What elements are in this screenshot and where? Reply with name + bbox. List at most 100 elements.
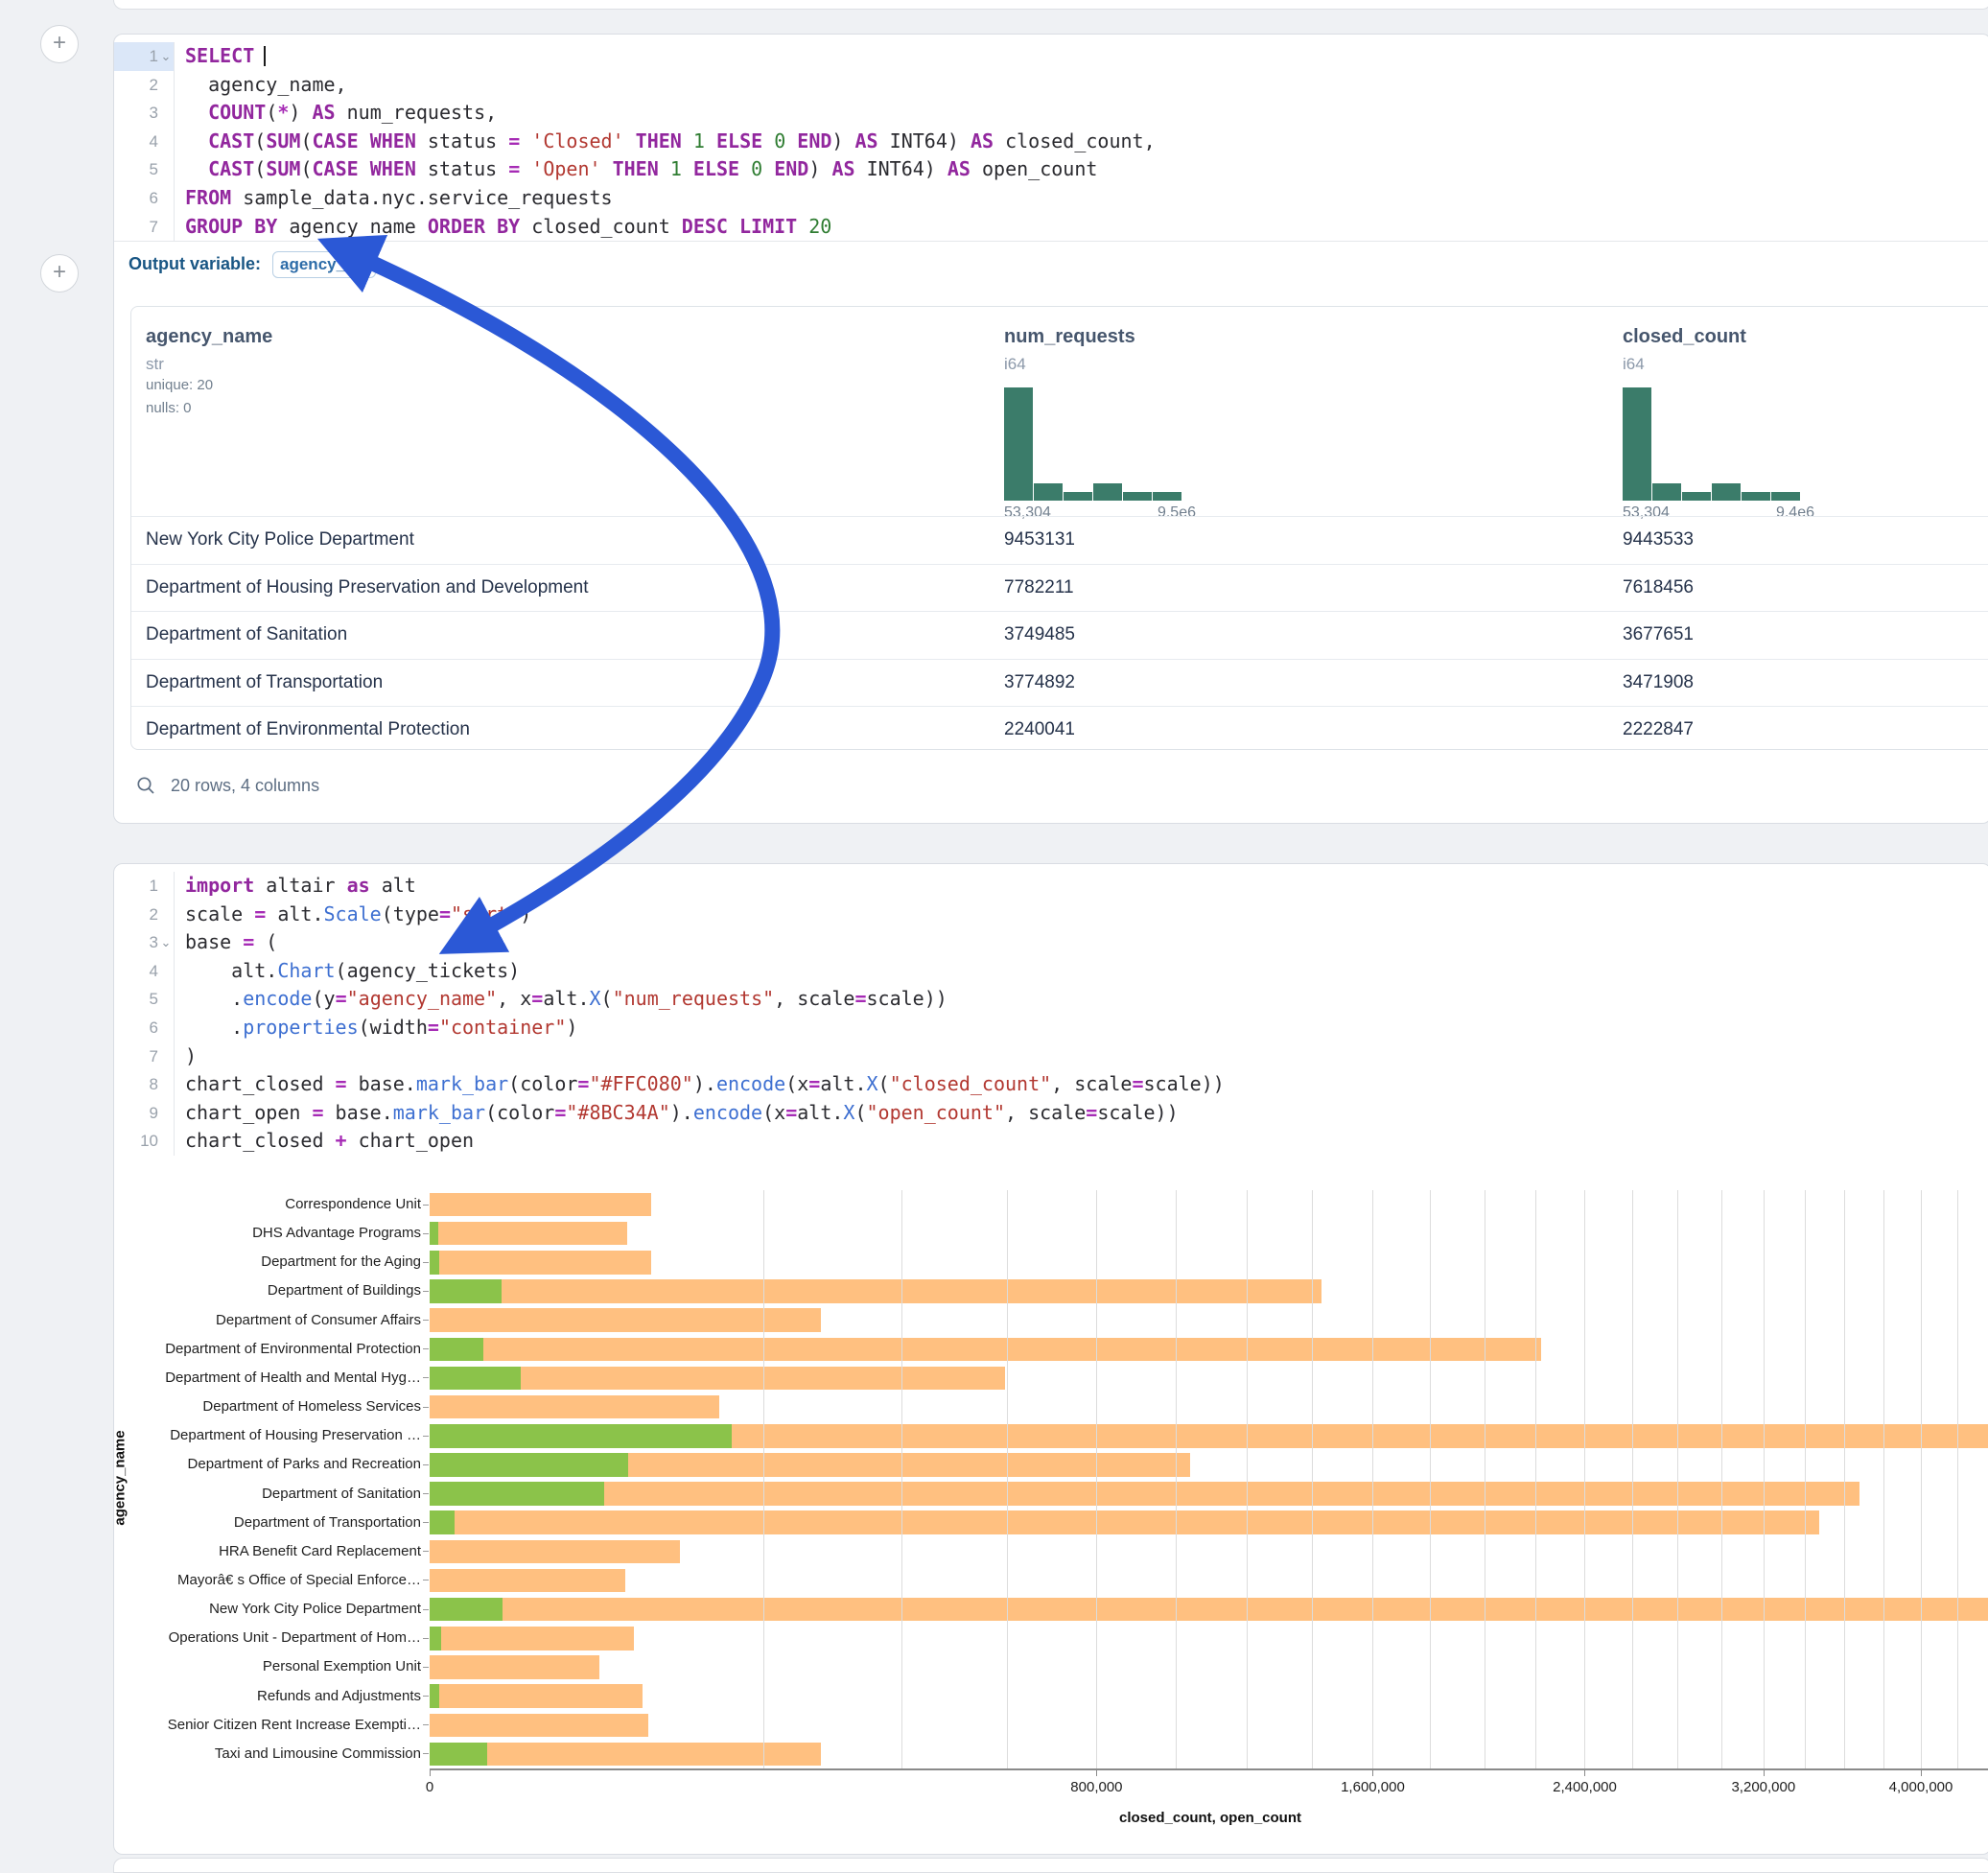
y-axis-label: HRA Benefit Card Replacement	[219, 1542, 421, 1559]
code-line[interactable]: 3 COUNT(*) AS num_requests,	[114, 99, 1988, 128]
histogram-bar	[1093, 483, 1122, 501]
y-axis-tick	[423, 1522, 429, 1524]
code-line[interactable]: 7 GROUP BY agency_name ORDER BY closed_co…	[114, 212, 1988, 242]
results-table: agency_name str unique: 20 nulls: 0 num_requ…	[130, 306, 1988, 750]
search-icon[interactable]	[135, 775, 156, 796]
code-line[interactable]: 6 .properties(width="container")	[114, 1013, 1988, 1042]
table-footer-text: 20 rows, 4 columns	[171, 775, 320, 795]
bar-open_count	[430, 1597, 503, 1622]
y-axis-title: agency_name	[113, 1430, 129, 1526]
table-cell: Department of Transportation	[146, 671, 384, 692]
histogram-bar	[1652, 483, 1681, 501]
histogram-bar	[1682, 492, 1711, 501]
bar-closed_count	[430, 1394, 720, 1419]
line-number-gutter: 8	[114, 1070, 175, 1099]
code-line[interactable]: 1 ⌄ SELECT	[114, 42, 1988, 71]
code-line[interactable]: 4 CAST(SUM(CASE WHEN status = 'Closed' T…	[114, 127, 1988, 156]
code-text: base = (	[185, 930, 278, 954]
line-number-gutter: 4	[114, 127, 175, 156]
x-axis-tick-label: 2,400,000	[1553, 1779, 1617, 1795]
gridline	[762, 1190, 764, 1768]
sql-cell: 1 ⌄ SELECT 2 agency_name, 3 COUNT(*) AS num_…	[113, 34, 1988, 824]
results-table-header: agency_name str unique: 20 nulls: 0 num_requ…	[131, 307, 1988, 521]
text-cursor	[264, 46, 267, 66]
bar-open_count	[430, 1251, 439, 1275]
gridline	[1631, 1190, 1633, 1768]
code-text: agency_name,	[185, 72, 347, 96]
y-axis-tick	[423, 1377, 429, 1379]
y-axis-label: Department of Sanitation	[262, 1485, 421, 1502]
code-line[interactable]: 2 scale = alt.Scale(type="sqrt")	[114, 900, 1988, 929]
x-axis-tick-label: 800,000	[1070, 1779, 1123, 1795]
y-axis-label: Correspondence Unit	[285, 1196, 421, 1212]
code-line[interactable]: 5 .encode(y="agency_name", x=alt.X("num_…	[114, 985, 1988, 1014]
code-line[interactable]: 5 CAST(SUM(CASE WHEN status = 'Open' THE…	[114, 155, 1988, 184]
line-number-gutter: 1	[114, 872, 175, 901]
gridline	[1883, 1190, 1884, 1768]
bar-open_count	[430, 1366, 522, 1391]
table-row: Department of Sanitation 3749485 3677651	[131, 611, 1988, 659]
histogram-bar	[1064, 492, 1092, 501]
bar-closed_count	[430, 1482, 1860, 1506]
y-axis-tick	[423, 1637, 429, 1639]
code-line[interactable]: 4 alt.Chart(agency_tickets)	[114, 956, 1988, 986]
code-line[interactable]: 8 chart_closed = base.mark_bar(color="#FF…	[114, 1070, 1988, 1099]
gridline	[1096, 1190, 1098, 1768]
code-line[interactable]: 9 chart_open = base.mark_bar(color="#8BC3…	[114, 1098, 1988, 1128]
code-text: )	[185, 1043, 198, 1067]
histogram-bar	[1712, 483, 1741, 501]
bar-closed_count	[430, 1539, 681, 1564]
x-axis-tick-label: 1,600,000	[1341, 1779, 1405, 1795]
line-number-gutter: 6	[114, 1013, 175, 1042]
x-axis-tick-label: 3,200,000	[1731, 1779, 1796, 1795]
code-line[interactable]: 2 agency_name,	[114, 70, 1988, 100]
histogram-bar	[1771, 492, 1800, 501]
table-cell: 2240041	[1004, 719, 1075, 740]
code-line[interactable]: 6 FROM sample_data.nyc.service_requests	[114, 183, 1988, 213]
y-axis-tick	[423, 1608, 429, 1610]
y-axis-tick	[423, 1261, 429, 1263]
output-variable-pill[interactable]: agency_tickets	[272, 250, 377, 278]
table-cell: 2222847	[1623, 719, 1694, 740]
bar-open_count	[430, 1424, 732, 1448]
column-type: i64	[1623, 355, 1645, 373]
y-axis-label: New York City Police Department	[209, 1601, 421, 1618]
add-cell-button-top[interactable]: +	[40, 25, 79, 63]
y-axis-label: Department of Health and Mental Hyg…	[165, 1369, 421, 1386]
y-axis-tick	[423, 1724, 429, 1726]
python-cell: 1 import altair as alt 2 scale = alt.Scale(…	[113, 863, 1988, 1855]
python-code-editor[interactable]: 1 import altair as alt 2 scale = alt.Scale(…	[114, 872, 1988, 1156]
column-stat: nulls: 0	[146, 400, 192, 416]
y-axis-label: Department of Housing Preservation …	[170, 1427, 421, 1444]
gridline	[1921, 1190, 1922, 1768]
column-name: agency_name	[146, 326, 273, 347]
collapse-chevron-icon[interactable]: ⌄	[160, 935, 172, 950]
collapse-chevron-icon[interactable]: ⌄	[160, 49, 172, 63]
gridline	[1677, 1190, 1678, 1768]
code-line[interactable]: 7)	[114, 1042, 1988, 1071]
column-stat: unique: 20	[146, 377, 214, 393]
code-text: SELECT	[175, 42, 267, 71]
y-axis-tick	[423, 1348, 429, 1350]
column-header-closed_count: closed_count i64 53,304 9.4e6	[1623, 307, 1814, 521]
code-text: .properties(width="container")	[185, 1015, 578, 1039]
add-cell-button-output[interactable]: +	[40, 254, 79, 293]
y-axis-label: Mayorâ€ s Office of Special Enforce…	[176, 1571, 421, 1588]
bar-closed_count	[430, 1627, 634, 1651]
y-axis-label: Department of Parks and Recreation	[187, 1456, 421, 1473]
code-text: GROUP BY agency_name ORDER BY closed_cou…	[185, 214, 832, 238]
code-line[interactable]: 10 chart_closed + chart_open	[114, 1127, 1988, 1156]
bar-closed_count	[430, 1713, 648, 1737]
y-axis-label: Department of Homeless Services	[202, 1398, 421, 1416]
code-line[interactable]: 1 import altair as alt	[114, 872, 1988, 901]
column-name: num_requests	[1004, 326, 1135, 347]
sql-code-editor[interactable]: 1 ⌄ SELECT 2 agency_name, 3 COUNT(*) AS num_…	[114, 42, 1988, 242]
gridline	[1763, 1190, 1765, 1768]
table-footer: 20 rows, 4 columns	[135, 768, 319, 803]
y-axis-tick	[423, 1753, 429, 1755]
gridline	[1957, 1190, 1959, 1768]
x-axis-tick-label: 0	[425, 1779, 434, 1795]
code-line[interactable]: 3 ⌄ base = (	[114, 928, 1988, 957]
y-axis-label: Department of Environmental Protection	[165, 1340, 421, 1357]
x-axis-tick-label: 4,000,000	[1888, 1779, 1953, 1795]
